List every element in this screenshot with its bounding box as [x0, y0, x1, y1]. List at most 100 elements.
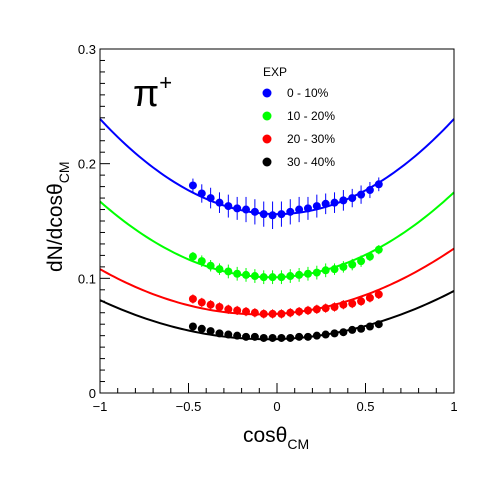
data-point	[277, 273, 286, 282]
data-point	[188, 181, 197, 190]
data-point	[286, 333, 295, 342]
data-point	[321, 304, 330, 313]
fit-curve	[99, 247, 455, 316]
data-point	[357, 297, 366, 306]
x-tick-label: −1	[93, 399, 108, 414]
data-point	[321, 330, 330, 339]
y-tick-label: 0.3	[78, 42, 96, 57]
data-point	[268, 309, 277, 318]
data-point	[321, 266, 330, 275]
data-point	[339, 328, 348, 337]
data-point	[357, 190, 366, 199]
data-point	[295, 307, 304, 316]
data-point	[188, 322, 197, 331]
particle-label: π+	[133, 70, 172, 115]
data-point	[215, 265, 224, 274]
data-point	[348, 260, 357, 269]
data-point	[250, 272, 259, 281]
data-point	[286, 308, 295, 317]
data-point	[259, 273, 268, 282]
data-point	[206, 327, 215, 336]
data-point	[242, 270, 251, 279]
data-point	[242, 205, 251, 214]
fit-curve	[99, 191, 455, 279]
data-point	[268, 333, 277, 342]
data-point	[303, 332, 312, 341]
x-axis-label-sub: CM	[287, 436, 309, 452]
data-point	[215, 198, 224, 207]
data-point	[233, 269, 242, 278]
data-point	[295, 205, 304, 214]
data-point	[197, 298, 206, 307]
data-point	[303, 204, 312, 213]
data-point	[295, 332, 304, 341]
data-point	[339, 262, 348, 271]
data-point	[277, 309, 286, 318]
data-point	[197, 257, 206, 266]
data-point	[312, 202, 321, 211]
fit-curve	[99, 118, 455, 216]
legend-label: 20 - 30%	[287, 132, 335, 146]
data-point	[339, 196, 348, 205]
data-point	[330, 329, 339, 338]
data-point	[312, 331, 321, 340]
data-point	[286, 207, 295, 216]
data-point	[303, 306, 312, 315]
data-point	[374, 290, 383, 299]
data-point	[330, 265, 339, 274]
data-point	[268, 211, 277, 220]
data-point	[365, 252, 374, 261]
legend-title: EXP	[263, 65, 287, 79]
legend-marker	[262, 111, 272, 121]
data-point	[277, 210, 286, 219]
data-point	[224, 267, 233, 276]
legend-marker	[262, 88, 272, 98]
data-point	[365, 322, 374, 331]
data-point	[206, 261, 215, 270]
data-point	[374, 180, 383, 189]
data-point	[259, 210, 268, 219]
data-point	[215, 303, 224, 311]
x-tick-label: 0	[273, 399, 280, 414]
data-point	[206, 300, 215, 309]
data-point	[188, 294, 197, 303]
data-point	[348, 194, 357, 203]
data-point	[339, 300, 348, 309]
fit-curves	[99, 118, 455, 341]
legend-label: 0 - 10%	[287, 86, 329, 100]
y-tick-label: 0.2	[78, 157, 96, 172]
legend-label: 10 - 20%	[287, 109, 335, 123]
data-point	[365, 293, 374, 302]
legend-marker	[262, 157, 272, 167]
data-point	[286, 272, 295, 281]
data-point	[197, 189, 206, 198]
y-axis-label: dN/dcosθCM	[44, 162, 72, 273]
data-point	[250, 332, 259, 341]
particle-charge: +	[159, 70, 172, 95]
data-point	[188, 252, 197, 261]
data-point	[330, 198, 339, 207]
x-tick-label: 1	[450, 399, 457, 414]
data-point	[259, 333, 268, 342]
x-tick-label: −0.5	[176, 399, 202, 414]
data-point	[321, 199, 330, 208]
data-point	[233, 331, 242, 340]
data-point	[259, 309, 268, 318]
data-point	[374, 320, 383, 329]
data-point	[295, 270, 304, 279]
data-point	[233, 306, 242, 315]
legend-label: 30 - 40%	[287, 155, 335, 169]
data-point	[303, 269, 312, 278]
data-point	[348, 325, 357, 334]
y-axis-label-sub: CM	[56, 162, 72, 184]
data-point	[242, 307, 251, 316]
data-point	[242, 332, 251, 341]
data-point	[224, 330, 233, 339]
data-point	[250, 207, 259, 216]
y-tick-label: 0	[89, 386, 96, 401]
data-point	[206, 194, 215, 203]
axes: −1 −0.5 0 0.5 1 0 0.1 0.2 0.3	[78, 42, 458, 414]
data-point	[357, 257, 366, 266]
data-point	[224, 202, 233, 211]
